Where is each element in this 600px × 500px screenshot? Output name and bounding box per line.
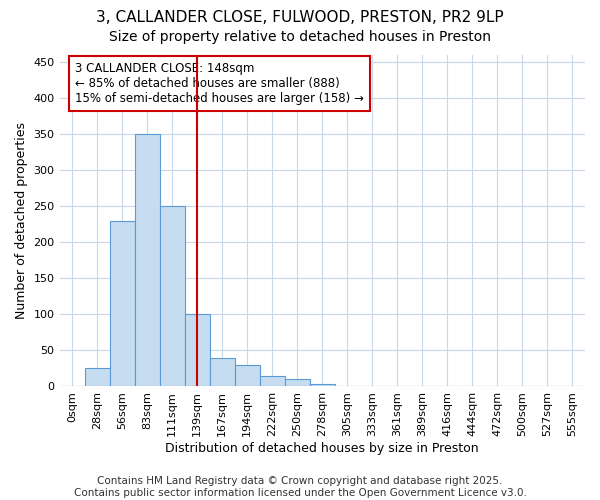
Bar <box>260 376 285 386</box>
Bar <box>85 368 110 386</box>
Text: Size of property relative to detached houses in Preston: Size of property relative to detached ho… <box>109 30 491 44</box>
Text: 3 CALLANDER CLOSE: 148sqm
← 85% of detached houses are smaller (888)
15% of semi: 3 CALLANDER CLOSE: 148sqm ← 85% of detac… <box>76 62 364 104</box>
Bar <box>110 220 134 386</box>
Bar <box>185 314 209 386</box>
Bar <box>160 206 185 386</box>
Bar <box>235 365 260 386</box>
X-axis label: Distribution of detached houses by size in Preston: Distribution of detached houses by size … <box>166 442 479 455</box>
Bar <box>285 380 310 386</box>
Bar <box>310 384 335 386</box>
Bar <box>134 134 160 386</box>
Text: 3, CALLANDER CLOSE, FULWOOD, PRESTON, PR2 9LP: 3, CALLANDER CLOSE, FULWOOD, PRESTON, PR… <box>96 10 504 25</box>
Bar <box>209 358 235 386</box>
Y-axis label: Number of detached properties: Number of detached properties <box>15 122 28 319</box>
Text: Contains HM Land Registry data © Crown copyright and database right 2025.
Contai: Contains HM Land Registry data © Crown c… <box>74 476 526 498</box>
